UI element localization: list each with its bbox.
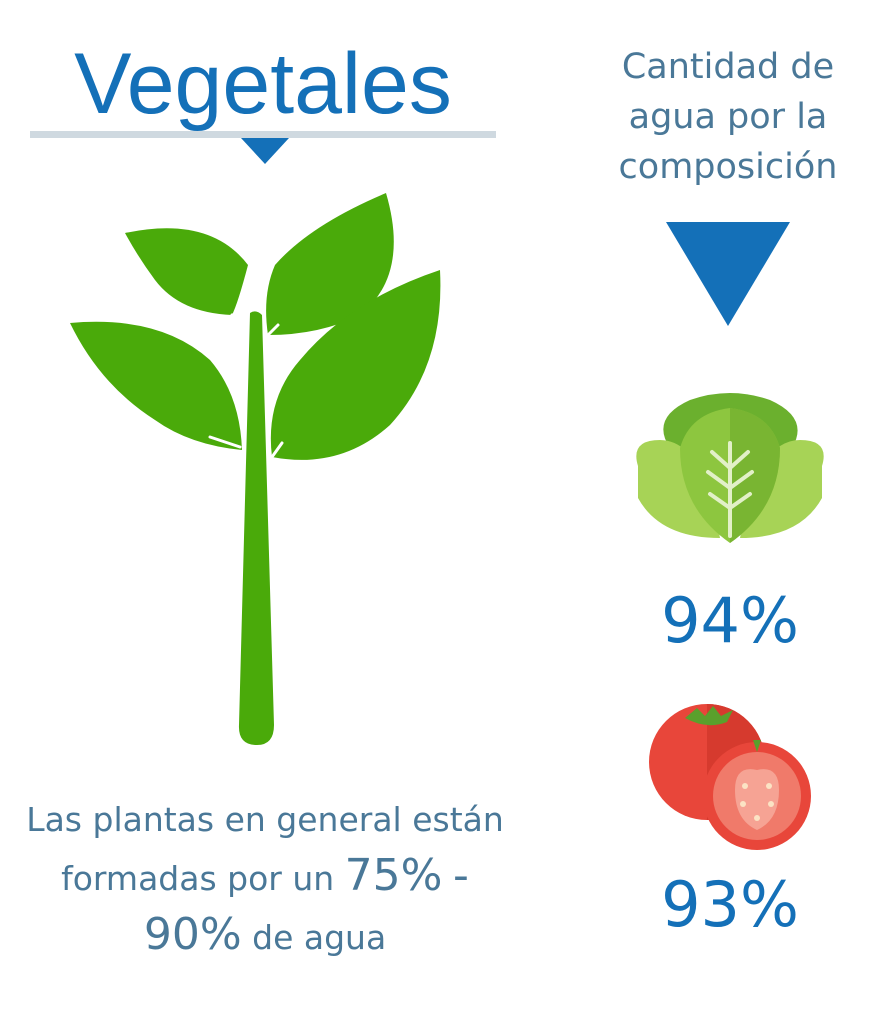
side-heading-line: agua por la <box>628 97 828 137</box>
caption-text: de agua <box>252 918 387 957</box>
lettuce-icon <box>636 393 824 543</box>
range-low: 75% <box>344 850 443 901</box>
caption-line: 90% de agua <box>10 907 520 966</box>
caption-line: formadas por un 75% - <box>10 848 520 907</box>
title-underline <box>30 131 496 138</box>
plant-icon <box>70 193 441 745</box>
title-pointer-icon <box>241 138 289 164</box>
lettuce-percentage: 94% <box>661 584 799 657</box>
tomato-icon <box>649 704 811 850</box>
side-heading-line: composición <box>618 147 838 187</box>
page-title: Vegetales <box>74 36 452 132</box>
side-heading: Cantidad de agua por la composición <box>600 42 856 192</box>
down-arrow-icon <box>666 222 790 326</box>
caption-text: Las plantas en general están <box>26 800 504 839</box>
range-dash: - <box>452 850 469 901</box>
caption-text: formadas por un <box>61 859 335 898</box>
tomato-percentage: 93% <box>661 868 799 941</box>
caption: Las plantas en general están formadas po… <box>10 792 520 966</box>
caption-line: Las plantas en general están <box>10 792 520 848</box>
range-high: 90% <box>143 909 242 960</box>
side-heading-line: Cantidad de <box>621 47 835 87</box>
